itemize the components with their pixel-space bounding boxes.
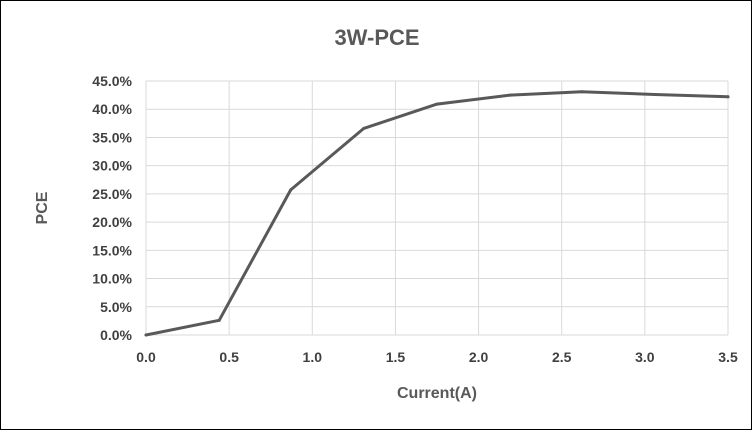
x-tick-label: 2.5 [552, 349, 572, 365]
x-tick-label: 1.5 [386, 349, 406, 365]
y-tick-label: 25.0% [92, 186, 132, 202]
data-point [144, 333, 148, 337]
y-tick-label: 30.0% [92, 158, 132, 174]
data-point [508, 93, 512, 97]
series-layer [144, 90, 730, 337]
data-point [289, 188, 293, 192]
x-tick-label: 0.5 [219, 349, 239, 365]
y-tick-label: 5.0% [100, 299, 132, 315]
y-tick-label: 40.0% [92, 101, 132, 117]
x-tick-label: 3.5 [718, 349, 738, 365]
y-tick-label: 0.0% [100, 327, 132, 343]
y-tick-label: 45.0% [92, 73, 132, 89]
data-point [653, 93, 657, 97]
data-point [435, 102, 439, 106]
x-tick-label: 0.0 [136, 349, 156, 365]
x-tick-label: 2.0 [469, 349, 489, 365]
grid-layer [145, 80, 729, 336]
data-point [726, 95, 730, 99]
x-tick-label: 3.0 [635, 349, 655, 365]
chart-title: 3W-PCE [334, 25, 419, 50]
x-axis-label: Current(A) [397, 385, 477, 402]
y-axis-label: PCE [34, 191, 51, 224]
data-point [217, 318, 221, 322]
y-tick-labels: 0.0% 5.0% 10.0% 15.0% 20.0% 25.0% 30.0% 35.0% 40… [92, 73, 132, 343]
y-tick-label: 10.0% [92, 271, 132, 287]
data-point [580, 90, 584, 94]
x-tick-labels: 0.0 0.5 1.0 1.5 2.0 2.5 3.0 3.5 [136, 349, 738, 365]
y-tick-label: 35.0% [92, 129, 132, 145]
y-tick-label: 15.0% [92, 242, 132, 258]
series-line [144, 90, 730, 337]
data-point [362, 126, 366, 130]
x-tick-label: 1.0 [303, 349, 323, 365]
y-tick-label: 20.0% [92, 214, 132, 230]
